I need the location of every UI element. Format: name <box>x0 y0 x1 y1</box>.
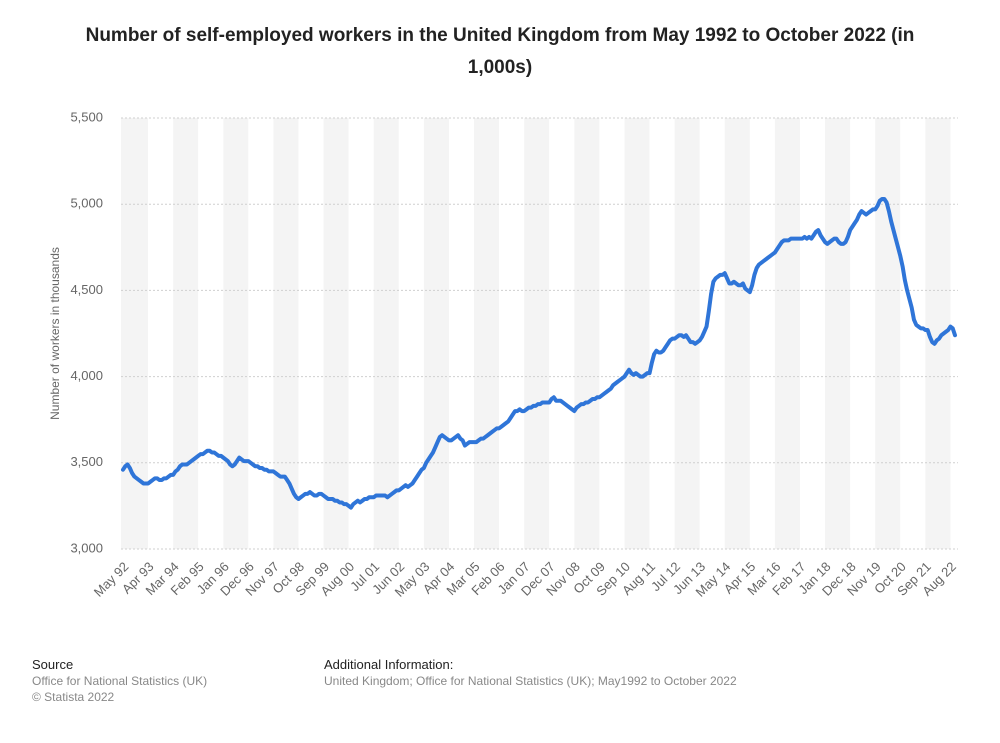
plot-band <box>774 118 800 549</box>
source-heading: Source <box>32 657 74 672</box>
plot-band <box>248 118 274 549</box>
plot-band <box>298 118 324 549</box>
plot-band <box>724 118 750 549</box>
plot-band <box>148 118 174 549</box>
plot-band <box>223 118 249 549</box>
y-tick-label: 4,500 <box>70 282 103 297</box>
plot-band <box>649 118 675 549</box>
source-line: © Statista 2022 <box>32 690 115 704</box>
y-axis-label: Number of workers in thousands <box>48 247 62 420</box>
plot-band <box>448 118 475 549</box>
data-line <box>121 197 957 510</box>
plot-band <box>524 118 550 549</box>
plot-band <box>348 118 374 549</box>
plot-band <box>850 118 876 549</box>
y-tick-label: 5,000 <box>70 196 103 211</box>
plot-band <box>549 118 575 549</box>
plot-band <box>900 118 926 549</box>
plot-band <box>749 118 775 549</box>
chart: 3,000 3,500 4,000 4,500 5,000 5,500 Number of … <box>48 109 959 599</box>
source-line: Office for National Statistics (UK) <box>32 674 208 688</box>
plot-band <box>799 118 826 549</box>
plot-band <box>373 118 399 549</box>
plot-band <box>624 118 650 549</box>
info-block: Additional Information: United Kingdom; … <box>324 657 737 689</box>
plot-band <box>574 118 600 549</box>
plot-band <box>198 118 224 549</box>
plot-band <box>499 118 525 549</box>
plot-band <box>423 118 449 549</box>
plot-band <box>273 118 299 549</box>
plot-band <box>599 118 625 549</box>
plot-band <box>323 118 349 549</box>
plot-band <box>875 118 901 549</box>
y-tick-label: 3,000 <box>70 540 103 555</box>
y-tick-label: 5,500 <box>70 109 103 124</box>
source-block: Source Office for National Statistics (U… <box>32 657 207 705</box>
plot-band <box>398 118 424 549</box>
y-tick-label: 4,000 <box>70 368 103 383</box>
chart-title: Number of self-employed workers in the U… <box>85 25 915 78</box>
plot-band <box>825 118 851 549</box>
plot-band <box>173 118 199 549</box>
plot-band <box>474 118 500 549</box>
y-tick-label: 3,500 <box>70 454 103 469</box>
info-text: United Kingdom; Office for National Stat… <box>324 674 737 688</box>
info-heading: Additional Information: <box>324 657 454 672</box>
